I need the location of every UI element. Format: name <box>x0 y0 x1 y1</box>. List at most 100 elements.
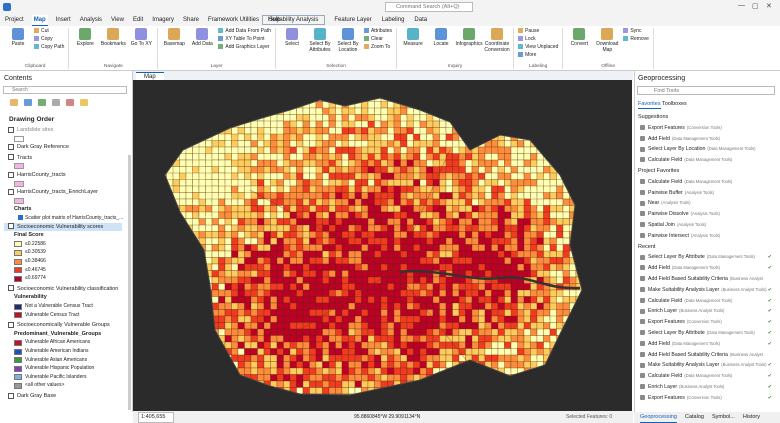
small-button[interactable]: Clear <box>363 36 392 43</box>
tract <box>250 276 258 284</box>
ribbon-tab[interactable]: Framework Utilities <box>208 17 260 23</box>
chart-item[interactable]: Scatter plot matrix of HarrisCounty_trac… <box>18 214 126 223</box>
ribbon-tab[interactable]: Map <box>31 15 48 26</box>
ribbon-button[interactable]: Paste <box>6 28 30 69</box>
tool-item[interactable]: Add Field (Data Management Tools) ✔ <box>640 263 774 274</box>
map-tab[interactable]: Map <box>136 72 164 81</box>
ribbon-button[interactable]: Convert <box>567 28 591 69</box>
tool-item[interactable]: Select Layer By Attribute (Data Managemen… <box>640 328 774 339</box>
tool-item[interactable]: Enrich Layer (Business Analyst Tools) ✔ <box>640 382 774 393</box>
ribbon-button[interactable]: Measure <box>401 28 425 69</box>
ribbon-button[interactable]: Bookmarks <box>101 28 126 69</box>
pane-tab[interactable]: Catalog <box>685 414 704 420</box>
tract <box>296 114 304 122</box>
layer-row[interactable]: Socioeconomic Vulnerability classificati… <box>4 285 122 294</box>
tool-item[interactable]: Export Features (Conversion Tools) ✔ <box>640 317 774 328</box>
ribbon-button[interactable]: Basemap <box>162 28 186 69</box>
small-button[interactable]: Sync <box>623 28 649 35</box>
pane-tab[interactable]: Symbol... <box>711 414 735 420</box>
ribbon-button[interactable]: Go To XY <box>129 28 153 69</box>
map-scale[interactable]: 1:405,655 <box>138 412 175 423</box>
tool-item[interactable]: Calculate Field (Data Management Tools) ✔ <box>640 371 774 382</box>
ribbon-button[interactable]: Infographics <box>455 28 483 69</box>
ribbon-tab[interactable]: View <box>111 17 124 23</box>
tool-item[interactable]: Calculate Field (Data Management Tools) <box>640 155 774 166</box>
small-button[interactable]: Add Graphics Layer <box>218 44 271 51</box>
tool-item[interactable]: Add Field (Data Management Tools) ✔ <box>640 339 774 350</box>
ribbon-button[interactable]: Explore <box>73 28 97 69</box>
ribbon-tab[interactable]: Edit <box>132 17 144 23</box>
small-button[interactable]: Copy Path <box>34 44 64 51</box>
ribbon-tab[interactable]: Analysis <box>79 17 103 23</box>
small-button[interactable]: XY Table To Point <box>218 36 271 43</box>
tool-item[interactable]: Add Field (Data Management Tools) <box>640 134 774 145</box>
ribbon-button[interactable]: Locate <box>429 28 453 69</box>
layer-row[interactable]: Socioeconomic Vulnerability scores <box>4 222 122 232</box>
tract <box>348 244 356 252</box>
layer-row[interactable]: HarrisCounty_tracts_EnrichLayer <box>4 188 122 197</box>
layer-row[interactable]: Landslide sites <box>4 126 122 135</box>
layer-row[interactable]: HarrisCounty_tracts <box>4 171 122 180</box>
button-icon <box>407 28 420 40</box>
ribbon-button[interactable]: Download Map <box>595 28 619 69</box>
small-button[interactable]: Pause <box>518 28 558 35</box>
tool-item[interactable]: Select Layer By Location (Data Management… <box>640 144 774 155</box>
small-button[interactable]: Lock <box>518 36 558 43</box>
map[interactable] <box>133 80 632 411</box>
contextual-tab[interactable]: Feature Layer <box>334 17 372 23</box>
tool-item[interactable]: Make Suitability Analysis Layer (Business… <box>640 360 774 371</box>
small-button[interactable]: Zoom To <box>363 44 392 51</box>
window-button[interactable]: ▢ <box>752 3 759 10</box>
tool-item[interactable]: Add Field Based Suitability Criteria (Bus… <box>640 350 774 361</box>
ribbon-button[interactable]: Add Data <box>190 28 214 69</box>
ribbon-tab[interactable]: Imagery <box>152 17 174 23</box>
tool-item[interactable]: Pairwise Dissolve (Analysis Tools) <box>640 209 774 220</box>
tool-item[interactable]: Spatial Join (Analysis Tools) <box>640 220 774 231</box>
contextual-tab[interactable]: Labeling <box>381 17 405 23</box>
ribbon-button[interactable]: Select By Attributes <box>308 28 332 69</box>
ribbon-tab[interactable]: Insert <box>55 17 71 23</box>
small-button[interactable]: Cut <box>34 28 64 35</box>
small-button[interactable]: Attributes <box>363 28 392 35</box>
ribbon-tab[interactable]: Help <box>268 17 281 23</box>
small-button[interactable]: Copy <box>34 36 64 43</box>
tract <box>224 283 232 291</box>
tool-item[interactable]: Near (Analysis Tools) <box>640 198 774 209</box>
window-button[interactable]: ✕ <box>766 3 772 10</box>
pane-tab[interactable]: Geoprocessing <box>640 413 677 423</box>
tool-item[interactable]: Make Suitability Analysis Layer (Business… <box>640 285 774 296</box>
ribbon-button[interactable]: Coordinate Conversion <box>484 28 510 69</box>
ribbon-tab[interactable]: Share <box>182 17 199 23</box>
layer-row[interactable]: Dark Gray Reference <box>4 143 122 152</box>
window-button[interactable]: — <box>738 2 745 9</box>
layer-row[interactable]: Dark Gray Base <box>4 392 122 401</box>
tool-item[interactable]: Export Features (Conversion Tools) <box>640 123 774 134</box>
tool-item[interactable]: Calculate Field (Data Management Tools) ✔ <box>640 296 774 307</box>
ribbon-tab[interactable]: Project <box>5 17 24 23</box>
tool-item[interactable]: Select Layer By Attribute (Data Managemen… <box>640 252 774 263</box>
command-search[interactable]: Command Search (Alt+Q) <box>385 2 473 12</box>
ribbon-button[interactable]: Select By Location <box>336 28 360 69</box>
layer-row[interactable]: Socioeconomically Vulnerable Groups <box>4 321 122 330</box>
contextual-tab[interactable]: Data <box>414 17 428 23</box>
layer-row[interactable]: Tracts <box>4 154 122 163</box>
tool-item[interactable]: Pairwise Intersect (Analysis Tools) <box>640 231 774 242</box>
small-button[interactable]: View Unplaced <box>518 44 558 51</box>
tool-item[interactable]: Calculate Field (Data Management Tools) <box>640 177 774 188</box>
pane-tab[interactable]: Favorites <box>638 101 661 109</box>
small-button[interactable]: Add Data From Path <box>218 28 271 35</box>
small-button[interactable]: Remove <box>623 36 649 43</box>
contextual-tab[interactable]: Suitability Analysis <box>262 15 326 25</box>
pane-tab[interactable]: History <box>742 414 761 420</box>
ribbon-button[interactable]: Select <box>280 28 304 69</box>
tract <box>439 289 447 297</box>
tract <box>367 309 375 317</box>
pane-tab[interactable]: Toolboxes <box>662 101 687 107</box>
tool-item[interactable]: Export Features (Conversion Tools) ✔ <box>640 393 774 404</box>
tool-item[interactable]: Add Field Based Suitability Criteria (Bus… <box>640 274 774 285</box>
small-button[interactable]: More <box>518 52 558 59</box>
tool-item[interactable]: Pairwise Buffer (Analysis Tools) <box>640 188 774 199</box>
tract <box>361 328 369 336</box>
tract <box>257 179 265 187</box>
tool-item[interactable]: Enrich Layer (Business Analyst Tools) ✔ <box>640 306 774 317</box>
